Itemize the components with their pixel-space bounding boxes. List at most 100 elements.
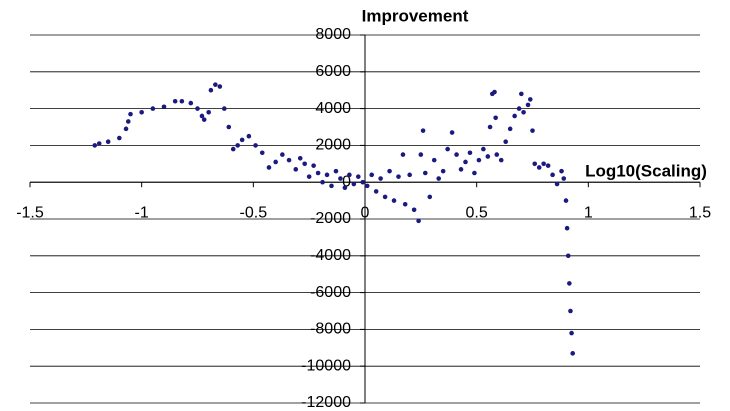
point xyxy=(286,157,292,163)
point xyxy=(235,143,240,148)
point xyxy=(373,189,379,194)
point xyxy=(423,170,428,176)
point xyxy=(356,174,361,179)
point xyxy=(306,174,312,179)
y-tick-label: 8000 xyxy=(315,26,351,43)
x-axis-label: Log10(Scaling) xyxy=(585,161,707,180)
point xyxy=(402,201,408,207)
point xyxy=(554,181,560,187)
point xyxy=(226,124,232,130)
point xyxy=(545,163,551,168)
point xyxy=(569,330,574,336)
point xyxy=(519,91,524,97)
point xyxy=(427,194,433,200)
y-tick-label: 6000 xyxy=(315,63,351,80)
point xyxy=(222,106,227,111)
point xyxy=(382,194,388,200)
point xyxy=(440,168,446,174)
point xyxy=(463,159,468,165)
point xyxy=(536,165,542,170)
point xyxy=(532,161,538,167)
point xyxy=(293,167,299,172)
point xyxy=(230,146,236,152)
point xyxy=(347,172,352,178)
point xyxy=(364,183,370,189)
point xyxy=(494,152,500,157)
y-tick-label: -8000 xyxy=(310,321,351,338)
point xyxy=(239,137,245,143)
point xyxy=(436,176,442,181)
point xyxy=(420,128,426,133)
point xyxy=(525,102,531,108)
y-tick-label: -12000 xyxy=(301,394,351,411)
point xyxy=(311,163,316,168)
y-tick-label: -2000 xyxy=(310,210,351,227)
point xyxy=(476,157,482,163)
point xyxy=(315,170,321,176)
x-tick-label: -0.5 xyxy=(240,204,268,221)
point xyxy=(360,179,366,185)
point xyxy=(400,152,406,157)
point xyxy=(117,135,122,141)
point xyxy=(396,174,401,179)
point xyxy=(431,157,437,163)
point xyxy=(128,111,133,117)
point xyxy=(565,253,571,259)
point xyxy=(570,351,575,356)
point xyxy=(342,185,348,191)
point xyxy=(179,98,185,104)
point xyxy=(512,113,517,119)
point xyxy=(472,170,477,176)
point xyxy=(125,119,131,124)
point xyxy=(449,130,455,135)
point xyxy=(527,97,533,102)
point xyxy=(297,155,303,161)
y-tick-label: -4000 xyxy=(310,247,351,264)
point xyxy=(324,172,330,178)
point xyxy=(253,143,258,148)
point xyxy=(123,126,129,132)
point xyxy=(561,176,567,181)
y-tick-label: -10000 xyxy=(301,357,351,374)
point xyxy=(266,165,272,170)
point xyxy=(521,109,526,115)
x-tick-label: -1.5 xyxy=(16,204,44,221)
point xyxy=(418,152,424,157)
point xyxy=(387,168,392,174)
point xyxy=(485,154,491,159)
point xyxy=(201,117,207,122)
point xyxy=(139,109,144,115)
x-tick-label: 1 xyxy=(584,204,593,221)
x-tick-label: 0 xyxy=(361,204,370,221)
point xyxy=(378,176,383,181)
point xyxy=(530,128,535,133)
x-tick-label: -1 xyxy=(135,204,149,221)
x-tick-label: 1.5 xyxy=(689,204,711,221)
chart-title: Improvement xyxy=(362,6,469,25)
point xyxy=(213,82,218,87)
point xyxy=(503,139,509,145)
point xyxy=(338,176,343,181)
point xyxy=(507,126,513,132)
point xyxy=(407,172,412,178)
point xyxy=(150,106,156,111)
point xyxy=(467,150,473,156)
point xyxy=(541,161,546,167)
point xyxy=(493,115,498,121)
point xyxy=(188,100,194,106)
point xyxy=(458,167,464,172)
point xyxy=(416,218,421,224)
y-tick-label: -6000 xyxy=(310,284,351,301)
point xyxy=(161,104,167,110)
y-tick-label: 4000 xyxy=(315,100,351,117)
point xyxy=(217,84,223,89)
point xyxy=(487,124,493,130)
point xyxy=(208,87,214,93)
point xyxy=(481,146,486,152)
point xyxy=(259,150,265,156)
point xyxy=(550,172,555,178)
point xyxy=(559,168,564,174)
point xyxy=(445,146,450,152)
point xyxy=(391,198,397,203)
